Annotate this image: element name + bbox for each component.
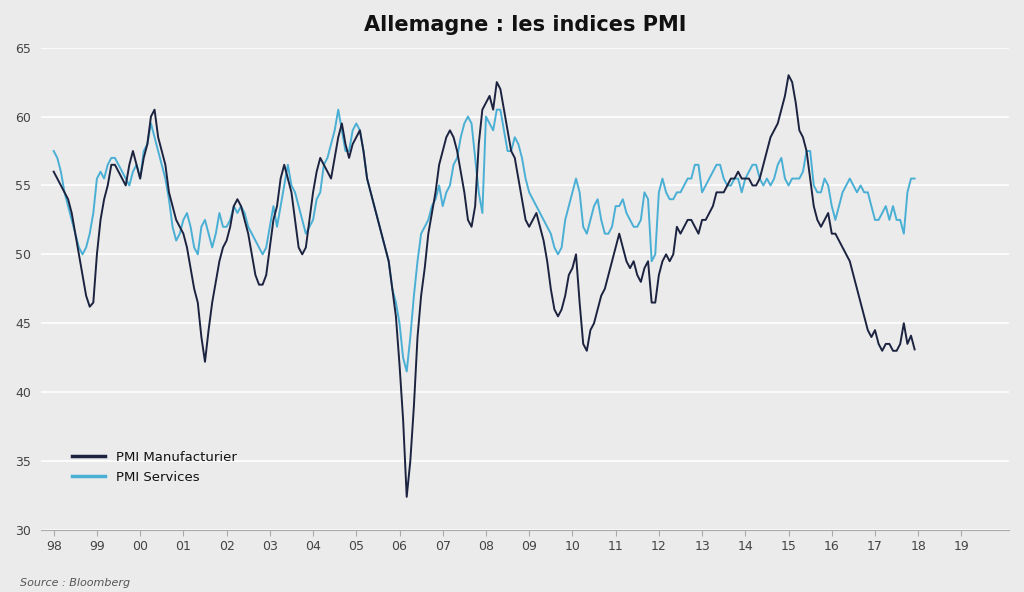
PMI Manufacturier (339, 140, 351, 147)
PMI Services (854, 182, 866, 189)
PMI Manufacturier (854, 299, 866, 306)
PMI Manufacturier (621, 258, 633, 265)
PMI Manufacturier (47, 168, 59, 175)
PMI Services (624, 216, 636, 223)
PMI Manufacturier (400, 493, 413, 500)
PMI Services (84, 230, 96, 237)
PMI Services (47, 147, 59, 155)
PMI Manufacturier (105, 161, 118, 168)
PMI Services (332, 106, 344, 113)
PMI Services (343, 147, 355, 155)
PMI Manufacturier (184, 265, 197, 272)
Text: Source : Bloomberg: Source : Bloomberg (20, 578, 131, 588)
PMI Manufacturier (84, 303, 96, 310)
Line: PMI Services: PMI Services (53, 110, 914, 371)
Line: PMI Manufacturier: PMI Manufacturier (53, 75, 914, 497)
PMI Services (400, 368, 413, 375)
PMI Manufacturier (908, 346, 921, 353)
PMI Services (908, 175, 921, 182)
PMI Services (105, 155, 118, 162)
PMI Manufacturier (782, 72, 795, 79)
PMI Services (184, 223, 197, 230)
Legend: PMI Manufacturier, PMI Services: PMI Manufacturier, PMI Services (67, 446, 242, 490)
Title: Allemagne : les indices PMI: Allemagne : les indices PMI (364, 15, 686, 35)
